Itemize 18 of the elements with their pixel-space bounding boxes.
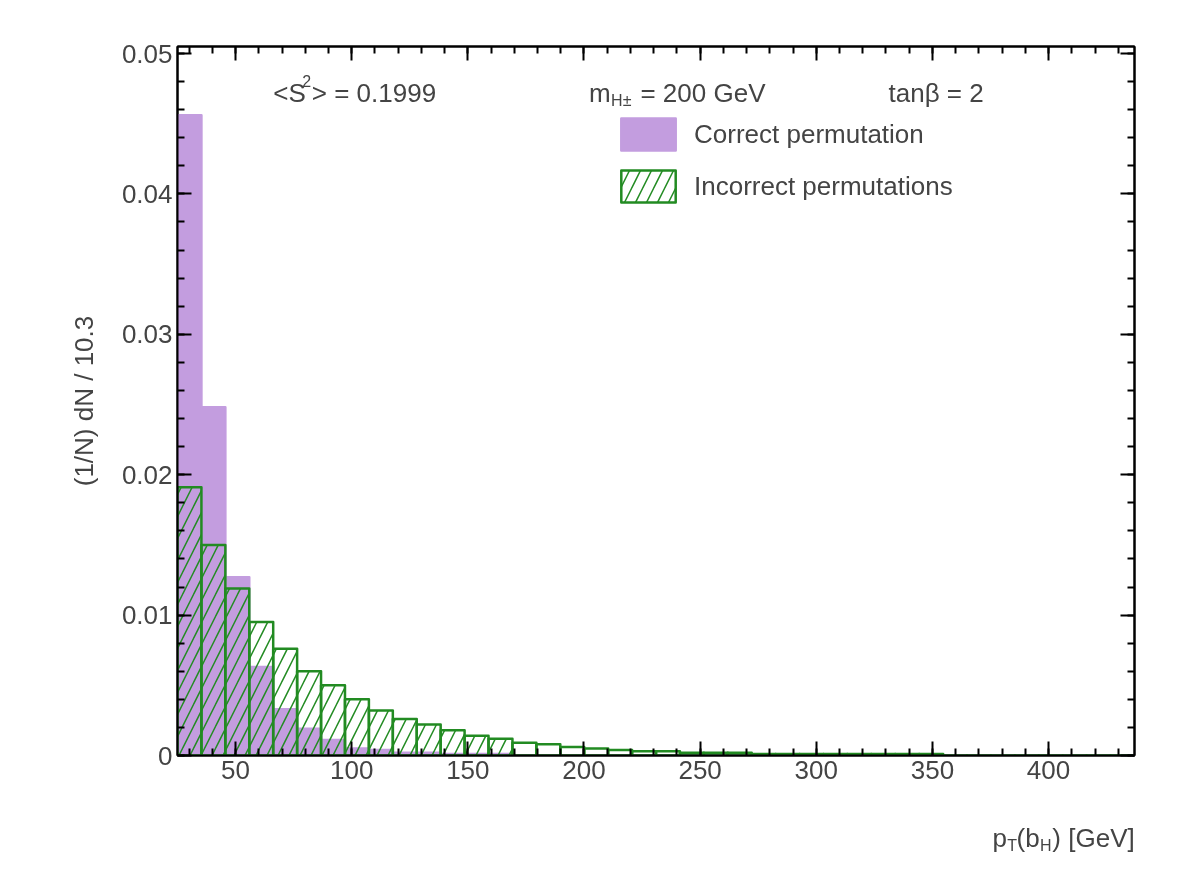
x-tick-label: 350 [910,754,955,785]
y-axis-title: (1/N) dN / 10.3 [68,315,99,487]
annotation: tanβ = 2 [888,77,984,108]
y-tick-label: 0.02 [121,459,173,490]
legend-label: Correct permutation [694,118,924,150]
x-tick-label: 300 [794,754,838,785]
x-tick-label: 400 [1026,754,1071,785]
y-tick-label: 0.05 [121,38,173,69]
legend-label: Incorrect permutations [694,170,953,202]
x-tick-label: 200 [562,754,606,785]
x-tick-label: 150 [446,754,490,785]
y-tick-label: 0 [158,740,173,771]
x-tick-label: 50 [221,754,251,785]
y-tick-label: 0.03 [121,319,173,350]
x-tick-label: 250 [678,754,722,785]
y-tick-label: 0.04 [121,178,173,209]
y-tick-label: 0.01 [121,600,173,631]
x-tick-label: 100 [330,754,374,785]
